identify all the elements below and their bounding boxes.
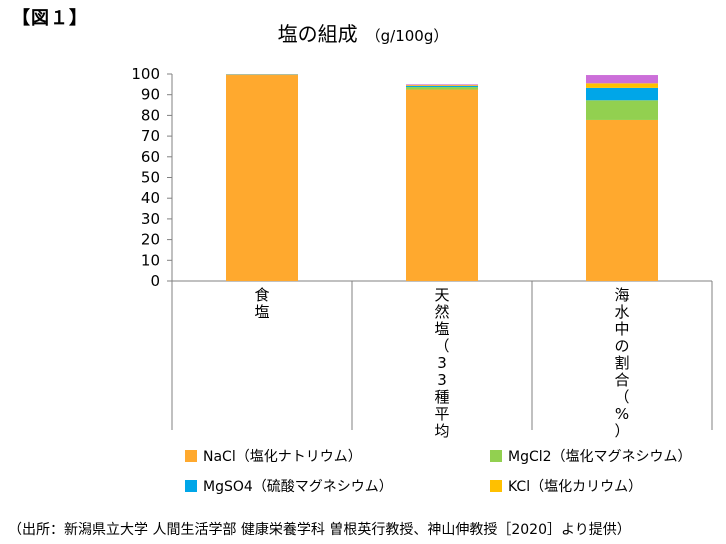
x-category-label-char: 平 (434, 405, 449, 423)
bar-segment (586, 119, 658, 281)
bar-segment (586, 87, 658, 101)
y-tick-label: 60 (141, 148, 160, 166)
x-category-label-char: 3 (437, 371, 447, 389)
x-category-label-char: 3 (437, 354, 447, 372)
x-category-label-char: % (615, 405, 629, 423)
x-category-label-char: 海 (614, 286, 629, 304)
legend-swatch (185, 450, 197, 462)
bar-segment (586, 100, 658, 120)
x-category-label-char: 均 (434, 422, 449, 440)
y-tick-label: 50 (141, 169, 160, 187)
y-tick-label: 80 (141, 106, 160, 124)
x-category-label-char: （ (434, 337, 449, 355)
x-category-label-char: 天 (434, 286, 449, 304)
x-category-label-char: ） (614, 422, 629, 440)
x-category-label-char: （ (614, 388, 629, 406)
legend-item: MgCl2（塩化マグネシウム） (490, 446, 692, 466)
x-category-label: 海水中の割合（%） (614, 286, 629, 440)
y-tick-label: 10 (141, 251, 160, 269)
legend-swatch (490, 480, 502, 492)
x-category-label-char: 塩 (434, 320, 449, 338)
legend-item: KCl（塩化カリウム） (490, 476, 642, 496)
chart-title-unit: （g/100g） (365, 27, 449, 45)
bar-segment (406, 89, 478, 282)
y-tick-label: 0 (150, 272, 160, 290)
x-category-label-char: 塩 (254, 303, 269, 321)
bar-segment (586, 83, 658, 88)
bar-segment (226, 75, 298, 281)
figure-label: 【図１】 (12, 8, 88, 29)
y-tick-label: 70 (141, 127, 160, 145)
bar-segment (406, 84, 478, 86)
legend-item: NaCl（塩化ナトリウム） (185, 446, 362, 466)
legend-label: NaCl（塩化ナトリウム） (203, 449, 362, 465)
bar-segment (406, 86, 478, 88)
x-category-label-char: 種 (434, 388, 449, 406)
legend-label: KCl（塩化カリウム） (508, 479, 643, 495)
stacked-bar-chart: 0102030405060708090100食塩天然塩（33種平均）海水中の割合… (131, 65, 713, 440)
bar-segment (406, 87, 478, 90)
x-category-label-char: 中 (614, 320, 629, 338)
x-category-label-char: の (614, 337, 629, 355)
bar-segment (406, 85, 478, 87)
y-tick-label: 100 (131, 65, 160, 83)
y-tick-label: 20 (141, 231, 160, 249)
legend-item: MgSO4（硫酸マグネシウム） (185, 476, 393, 496)
x-category-label-char: 食 (254, 286, 269, 304)
y-tick-label: 40 (141, 189, 160, 207)
legend-swatch (490, 450, 502, 462)
source-note: （出所：新潟県立大学 人間生活学部 健康栄養学科 曽根英行教授、神山伸教授［20… (8, 522, 631, 538)
y-tick-label: 90 (141, 86, 160, 104)
x-category-label: 食塩 (254, 286, 269, 321)
bar-segment (586, 75, 658, 84)
legend-label: MgCl2（塩化マグネシウム） (508, 449, 692, 465)
legend-label: MgSO4（硫酸マグネシウム） (203, 479, 393, 495)
x-category-label-char: 然 (434, 303, 449, 321)
x-category-label-char: 水 (614, 303, 629, 321)
x-category-label-char: 合 (614, 371, 629, 389)
legend-swatch (185, 480, 197, 492)
y-tick-label: 30 (141, 210, 160, 228)
x-category-label-char: ） (434, 439, 449, 440)
chart-title: 塩の組成 (277, 22, 358, 46)
x-category-label-char: 割 (614, 354, 629, 372)
chart-title-block: 塩の組成 （g/100g） (0, 18, 726, 47)
